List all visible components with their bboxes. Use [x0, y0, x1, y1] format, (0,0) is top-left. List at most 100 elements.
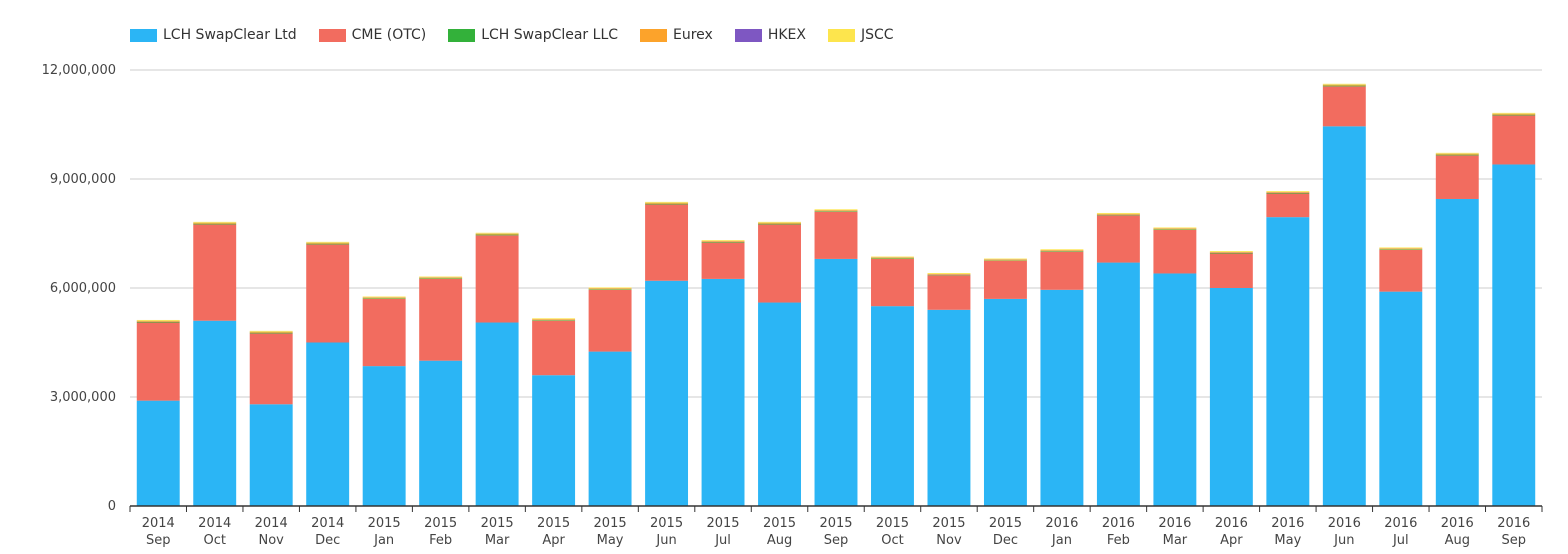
- bar-segment[interactable]: [1153, 228, 1197, 230]
- bar-segment[interactable]: [701, 242, 745, 243]
- bar-segment[interactable]: [193, 222, 237, 224]
- bar-segment[interactable]: [306, 241, 350, 243]
- bar-segment[interactable]: [475, 234, 519, 236]
- bar-segment[interactable]: [1153, 273, 1197, 506]
- bar-segment[interactable]: [927, 275, 971, 310]
- bar-segment[interactable]: [1266, 193, 1310, 218]
- bar-segment[interactable]: [419, 278, 463, 361]
- legend-item[interactable]: LCH SwapClear LLC: [448, 27, 618, 43]
- bar-segment[interactable]: [193, 320, 237, 506]
- bar-segment[interactable]: [249, 331, 293, 333]
- bar-segment[interactable]: [1096, 214, 1140, 216]
- bar-segment[interactable]: [1209, 252, 1253, 254]
- bar-segment[interactable]: [645, 204, 689, 281]
- bar-segment[interactable]: [1322, 83, 1366, 85]
- bar-segment[interactable]: [1322, 85, 1366, 87]
- bar-segment[interactable]: [1435, 152, 1479, 154]
- bar-segment[interactable]: [1266, 217, 1310, 506]
- bar-segment[interactable]: [701, 278, 745, 506]
- bar-segment[interactable]: [136, 322, 180, 401]
- bar-segment[interactable]: [306, 244, 350, 343]
- bar-segment[interactable]: [758, 222, 801, 224]
- legend-item[interactable]: CME (OTC): [318, 27, 426, 43]
- bar-segment[interactable]: [475, 232, 519, 234]
- bar-segment[interactable]: [1209, 253, 1253, 288]
- bar-segment[interactable]: [1209, 252, 1253, 253]
- bar-segment[interactable]: [983, 259, 1027, 261]
- bar-segment[interactable]: [1040, 250, 1084, 252]
- bar-segment[interactable]: [701, 241, 745, 243]
- bar-segment[interactable]: [588, 287, 632, 289]
- bar-segment[interactable]: [136, 321, 180, 323]
- bar-segment[interactable]: [1435, 155, 1479, 199]
- bar-segment[interactable]: [532, 318, 576, 320]
- bar-segment[interactable]: [1040, 289, 1084, 506]
- bar-segment[interactable]: [927, 309, 971, 506]
- bar-segment[interactable]: [1379, 248, 1423, 250]
- bar-segment[interactable]: [193, 221, 237, 223]
- bar-segment[interactable]: [193, 224, 237, 321]
- bar-segment[interactable]: [758, 224, 801, 303]
- bar-segment[interactable]: [1379, 249, 1423, 250]
- legend-item[interactable]: HKEX: [734, 27, 806, 43]
- bar-segment[interactable]: [701, 240, 745, 242]
- bar-segment[interactable]: [1153, 227, 1197, 229]
- bar-segment[interactable]: [1209, 288, 1253, 506]
- bar-segment[interactable]: [249, 332, 293, 334]
- bar-segment[interactable]: [1040, 251, 1084, 252]
- bar-segment[interactable]: [871, 257, 914, 259]
- bar-segment[interactable]: [136, 400, 180, 506]
- bar-segment[interactable]: [1492, 115, 1536, 165]
- bar-segment[interactable]: [814, 211, 858, 259]
- bar-segment[interactable]: [1096, 214, 1140, 215]
- bar-segment[interactable]: [1322, 126, 1366, 507]
- bar-segment[interactable]: [645, 202, 689, 204]
- bar-segment[interactable]: [249, 330, 293, 332]
- bar-segment[interactable]: [362, 297, 406, 299]
- bar-segment[interactable]: [475, 233, 519, 235]
- bar-segment[interactable]: [532, 375, 576, 506]
- bar-segment[interactable]: [1040, 251, 1084, 290]
- bar-segment[interactable]: [1209, 251, 1253, 253]
- bar-segment[interactable]: [588, 289, 632, 352]
- bar-segment[interactable]: [1096, 215, 1140, 263]
- bar-segment[interactable]: [419, 360, 463, 506]
- bar-segment[interactable]: [1153, 229, 1197, 274]
- bar-segment[interactable]: [983, 298, 1027, 506]
- bar-segment[interactable]: [1322, 84, 1366, 86]
- bar-segment[interactable]: [871, 258, 914, 259]
- bar-segment[interactable]: [532, 320, 576, 321]
- bar-segment[interactable]: [249, 404, 293, 506]
- bar-segment[interactable]: [871, 256, 914, 258]
- bar-segment[interactable]: [362, 298, 406, 299]
- bar-segment[interactable]: [419, 278, 463, 279]
- bar-segment[interactable]: [1266, 192, 1310, 193]
- bar-segment[interactable]: [532, 320, 576, 376]
- bar-segment[interactable]: [927, 274, 971, 275]
- bar-segment[interactable]: [1379, 291, 1423, 506]
- bar-segment[interactable]: [362, 296, 406, 298]
- bar-segment[interactable]: [419, 277, 463, 279]
- bar-segment[interactable]: [136, 321, 180, 322]
- bar-segment[interactable]: [645, 280, 689, 506]
- bar-segment[interactable]: [249, 333, 293, 405]
- bar-segment[interactable]: [306, 242, 350, 244]
- bar-segment[interactable]: [475, 322, 519, 506]
- bar-segment[interactable]: [927, 273, 971, 275]
- bar-segment[interactable]: [1322, 86, 1366, 127]
- bar-segment[interactable]: [136, 319, 180, 321]
- bar-segment[interactable]: [1492, 112, 1536, 114]
- bar-segment[interactable]: [193, 223, 237, 225]
- bar-segment[interactable]: [1040, 249, 1084, 251]
- bar-segment[interactable]: [1435, 198, 1479, 506]
- bar-segment[interactable]: [588, 289, 632, 290]
- bar-segment[interactable]: [1379, 247, 1423, 249]
- legend-item[interactable]: JSCC: [828, 27, 894, 43]
- bar-segment[interactable]: [814, 209, 858, 211]
- bar-segment[interactable]: [362, 366, 406, 506]
- bar-segment[interactable]: [588, 288, 632, 290]
- bar-segment[interactable]: [1435, 153, 1479, 155]
- bar-segment[interactable]: [814, 258, 858, 506]
- bar-segment[interactable]: [475, 235, 519, 323]
- legend-item[interactable]: LCH SwapClear Ltd: [130, 27, 297, 43]
